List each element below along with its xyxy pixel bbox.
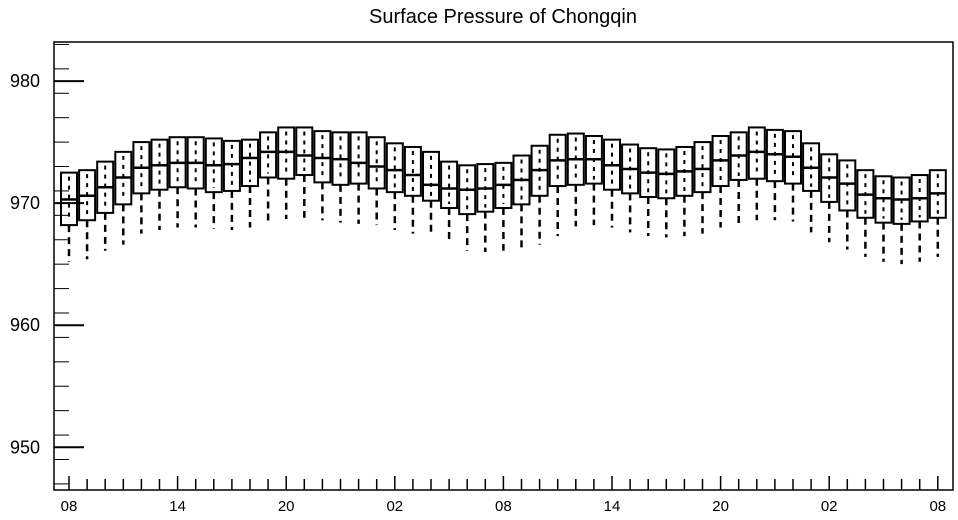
box-17: [367, 136, 386, 226]
box-23: [476, 163, 495, 252]
box-19: [403, 145, 422, 234]
iqr-box: [422, 150, 440, 202]
box-22: [458, 164, 477, 251]
x-axis: 08 14 20 02 08 14 20 02 08: [61, 476, 946, 515]
box-9: [222, 139, 241, 230]
box-34: [675, 145, 694, 237]
box-32: [639, 147, 658, 237]
box-38: [747, 126, 766, 221]
box-series: [60, 126, 947, 265]
box-12: [277, 126, 296, 220]
box-30: [603, 138, 621, 228]
iqr-box: [367, 136, 386, 190]
chart-title: Surface Pressure of Chongqin: [369, 6, 637, 28]
box-25: [512, 154, 531, 249]
y-tick-label: 950: [10, 437, 40, 457]
x-tick-label: 08: [61, 498, 78, 515]
box-47: [910, 174, 929, 262]
box-24: [494, 161, 513, 251]
iqr-box: [259, 131, 278, 179]
box-4: [132, 141, 151, 234]
box-37: [729, 131, 748, 224]
box-31: [621, 143, 640, 233]
iqr-box: [349, 131, 368, 185]
box-27: [548, 133, 567, 237]
box-5: [150, 138, 169, 230]
iqr-box: [693, 141, 712, 194]
box-44: [856, 169, 875, 257]
box-35: [693, 141, 712, 234]
x-tick-label: 14: [169, 498, 186, 515]
iqr-box: [241, 138, 259, 188]
x-tick-label: 20: [712, 498, 729, 515]
box-0: [60, 171, 78, 262]
box-10: [241, 138, 259, 228]
box-8: [204, 137, 223, 229]
x-tick-label: 14: [604, 498, 621, 515]
y-tick-label: 960: [10, 315, 40, 335]
box-29: [584, 134, 603, 226]
box-33: [657, 148, 676, 238]
box-45: [874, 175, 893, 262]
box-40: [784, 130, 802, 222]
box-1: [78, 169, 97, 260]
box-20: [422, 150, 440, 237]
iqr-box: [440, 160, 459, 210]
y-axis: 950 960 970 980: [10, 43, 84, 485]
x-tick-label: 08: [929, 498, 946, 515]
y-tick-label: 980: [10, 71, 40, 91]
box-13: [295, 126, 314, 218]
iqr-box: [295, 126, 314, 177]
x-tick-label: 02: [821, 498, 838, 515]
y-tick-label: 970: [10, 193, 40, 213]
plot-frame: [53, 41, 954, 491]
box-46: [892, 176, 911, 265]
box-48: [928, 169, 947, 257]
box-6: [168, 136, 187, 228]
box-15: [331, 131, 350, 223]
box-41: [802, 142, 821, 233]
box-11: [259, 131, 278, 223]
box-14: [313, 130, 332, 221]
iqr-box: [385, 142, 404, 194]
x-tick-label: 02: [386, 498, 403, 515]
box-18: [385, 142, 404, 230]
iqr-box: [403, 145, 422, 197]
box-36: [711, 134, 730, 228]
box-3: [114, 150, 133, 245]
iqr-box: [838, 159, 857, 212]
box-26: [530, 144, 549, 245]
box-42: [820, 153, 839, 243]
box-21: [440, 160, 459, 244]
box-2: [96, 160, 115, 251]
iqr-box: [222, 139, 241, 192]
box-7: [186, 136, 205, 228]
x-tick-label: 08: [495, 498, 512, 515]
box-16: [349, 131, 368, 224]
box-28: [566, 132, 585, 227]
box-39: [765, 128, 784, 221]
x-tick-label: 20: [278, 498, 295, 515]
box-43: [838, 159, 857, 250]
